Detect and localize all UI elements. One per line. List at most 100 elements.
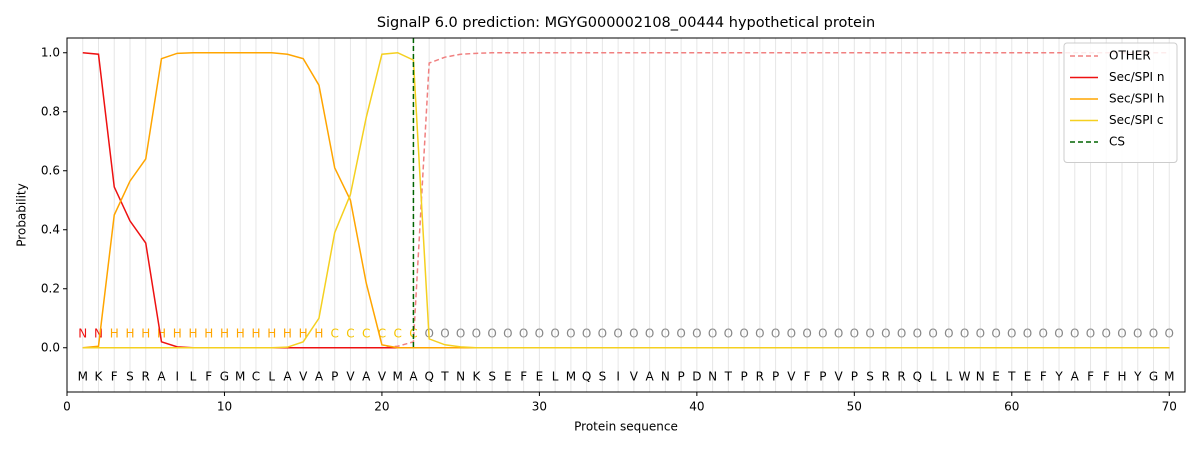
residue-label: H [173,327,182,341]
residue: P [740,370,747,384]
residue: V [299,370,308,384]
residue-label: H [299,327,308,341]
residue: K [95,370,104,384]
residue: D [692,370,701,384]
residue-label: N [78,327,87,341]
residue-label: O [566,327,575,341]
residue-label: O [1054,327,1063,341]
residue-label: O [818,327,827,341]
residue: F [520,370,527,384]
legend-label: Sec/SPI h [1109,92,1164,106]
y-axis-label: Probability [15,183,29,246]
residue-label: H [110,327,119,341]
residue: M [235,370,245,384]
residue: V [346,370,355,384]
residue: K [472,370,481,384]
x-axis-label: Protein sequence [574,420,678,434]
residue: E [1024,370,1032,384]
plot-frame [66,37,1186,393]
residue: W [959,370,971,384]
residue: N [661,370,670,384]
residue-label: O [755,327,764,341]
residue: S [488,370,496,384]
y-tick-label: 0.6 [41,163,60,177]
residue: Y [1133,370,1142,384]
residue-label: O [708,327,717,341]
residue: F [1103,370,1110,384]
residue: A [283,370,292,384]
residue-label: O [802,327,811,341]
residue: M [566,370,576,384]
residue: V [378,370,387,384]
residue-label: O [1007,327,1016,341]
residue-label: O [661,327,670,341]
legend [1063,42,1178,163]
residue: A [646,370,655,384]
residue-label: O [1070,327,1079,341]
residue: M [78,370,88,384]
y-tick-label: 0.2 [41,281,60,295]
x-tick-label: 20 [374,400,389,414]
residue-label: O [897,327,906,341]
residue-label: O [582,327,591,341]
residue: V [630,370,639,384]
residue: A [315,370,324,384]
residue: P [677,370,684,384]
residue: Q [913,370,922,384]
legend-label: OTHER [1109,49,1151,63]
residue: S [866,370,874,384]
residue-label: O [519,327,528,341]
residue: G [1149,370,1158,384]
residue: I [175,370,179,384]
residue-label: O [1149,327,1158,341]
residue: T [724,370,733,384]
residue-label: O [629,327,638,341]
x-tick-label: 30 [532,400,547,414]
residue: P [819,370,826,384]
residue: M [392,370,402,384]
residue-label: N [94,327,103,341]
residue: L [945,370,952,384]
residue: L [268,370,275,384]
residue-label: O [787,327,796,341]
residue-label: C [346,327,354,341]
residue-label: O [1023,327,1032,341]
residue-label: O [724,327,733,341]
residue: A [409,370,418,384]
residue: F [111,370,118,384]
residue-label: O [1039,327,1048,341]
residue-label: H [251,327,260,341]
residue: S [599,370,607,384]
residue: R [756,370,764,384]
legend-label: Sec/SPI c [1109,113,1163,127]
residue: F [1087,370,1094,384]
x-tick-label: 60 [1004,400,1019,414]
x-tick-label: 10 [217,400,232,414]
x-tick-label: 50 [847,400,862,414]
residue-label: O [1086,327,1095,341]
residue: Y [1054,370,1063,384]
residue-label: O [913,327,922,341]
residue-label: O [928,327,937,341]
residue: M [1164,370,1174,384]
residue-label: O [960,327,969,341]
residue-label: O [771,327,780,341]
residue: N [708,370,717,384]
residue: V [834,370,843,384]
residue: L [930,370,937,384]
residue-label: C [330,327,338,341]
residue: I [616,370,620,384]
residue: R [882,370,890,384]
residue-label: O [456,327,465,341]
residue: N [976,370,985,384]
residue-label: O [834,327,843,341]
residue-label: O [739,327,748,341]
residue: Q [582,370,591,384]
residue: E [536,370,544,384]
residue-label: O [1102,327,1111,341]
residue-label: H [204,327,213,341]
residue-label: H [267,327,276,341]
residue-label: O [881,327,890,341]
